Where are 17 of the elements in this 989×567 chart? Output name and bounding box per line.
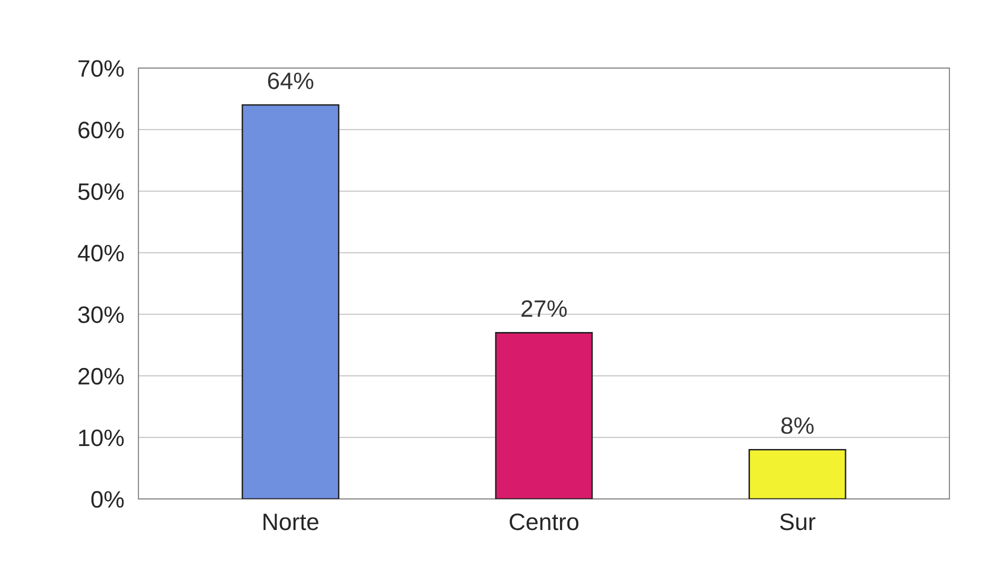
data-label: 8% (781, 417, 814, 434)
bar (242, 104, 340, 499)
x-tick-label: Norte (264, 514, 318, 530)
x-tick-label: Centro (510, 513, 578, 530)
data-label: 27% (522, 300, 567, 317)
y-tick-label: 60% (78, 122, 124, 138)
y-tick-label: 10% (79, 429, 124, 446)
bar (748, 449, 846, 499)
y-tick-label: 20% (78, 368, 124, 385)
x-tick-label: Sur (780, 513, 816, 530)
y-tick-label: 70% (78, 60, 124, 77)
y-tick-label: 30% (78, 306, 124, 324)
y-tick-label: 0% (91, 491, 124, 508)
y-tick-label: 40% (78, 244, 124, 262)
y-tick-label: 50% (78, 183, 124, 200)
data-label: 64% (268, 72, 314, 90)
bar (495, 332, 593, 499)
